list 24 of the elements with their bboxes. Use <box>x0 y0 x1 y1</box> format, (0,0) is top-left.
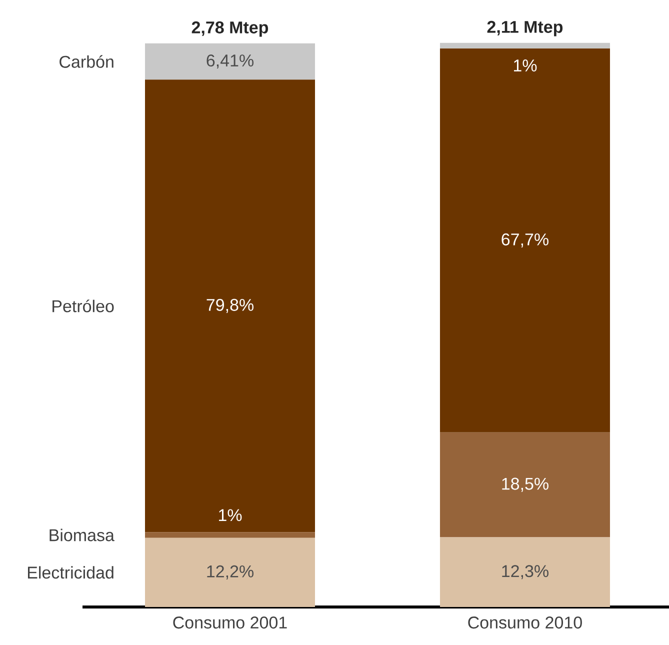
bar <box>145 538 316 607</box>
bar <box>440 537 610 607</box>
bar <box>440 432 610 538</box>
data-label: 79,8% <box>206 298 254 313</box>
bar <box>440 48 610 432</box>
bar <box>145 43 316 80</box>
data-label: 67,7% <box>502 233 548 248</box>
bar <box>145 532 316 538</box>
data-label: 18,5% <box>502 478 548 492</box>
data-label: 12,3% <box>502 565 548 580</box>
annotation: 2,78 Mtep <box>192 21 268 37</box>
data-label: 12,2% <box>207 565 254 580</box>
series-label: Petróleo <box>52 300 114 312</box>
series-label: Carbón <box>60 55 114 68</box>
series-label: Biomasa <box>50 528 114 542</box>
bar <box>145 80 316 532</box>
series-label: Electricidad <box>28 566 114 579</box>
data-label: 1% <box>514 60 537 72</box>
data-label: 1% <box>219 509 242 522</box>
bar <box>440 42 610 48</box>
annotation: 2,11 Mtep <box>487 20 563 36</box>
x-tick-label: Consumo 2001 <box>173 616 287 629</box>
data-label: 6,41% <box>206 54 254 69</box>
x-tick-label: Consumo 2010 <box>468 616 582 629</box>
